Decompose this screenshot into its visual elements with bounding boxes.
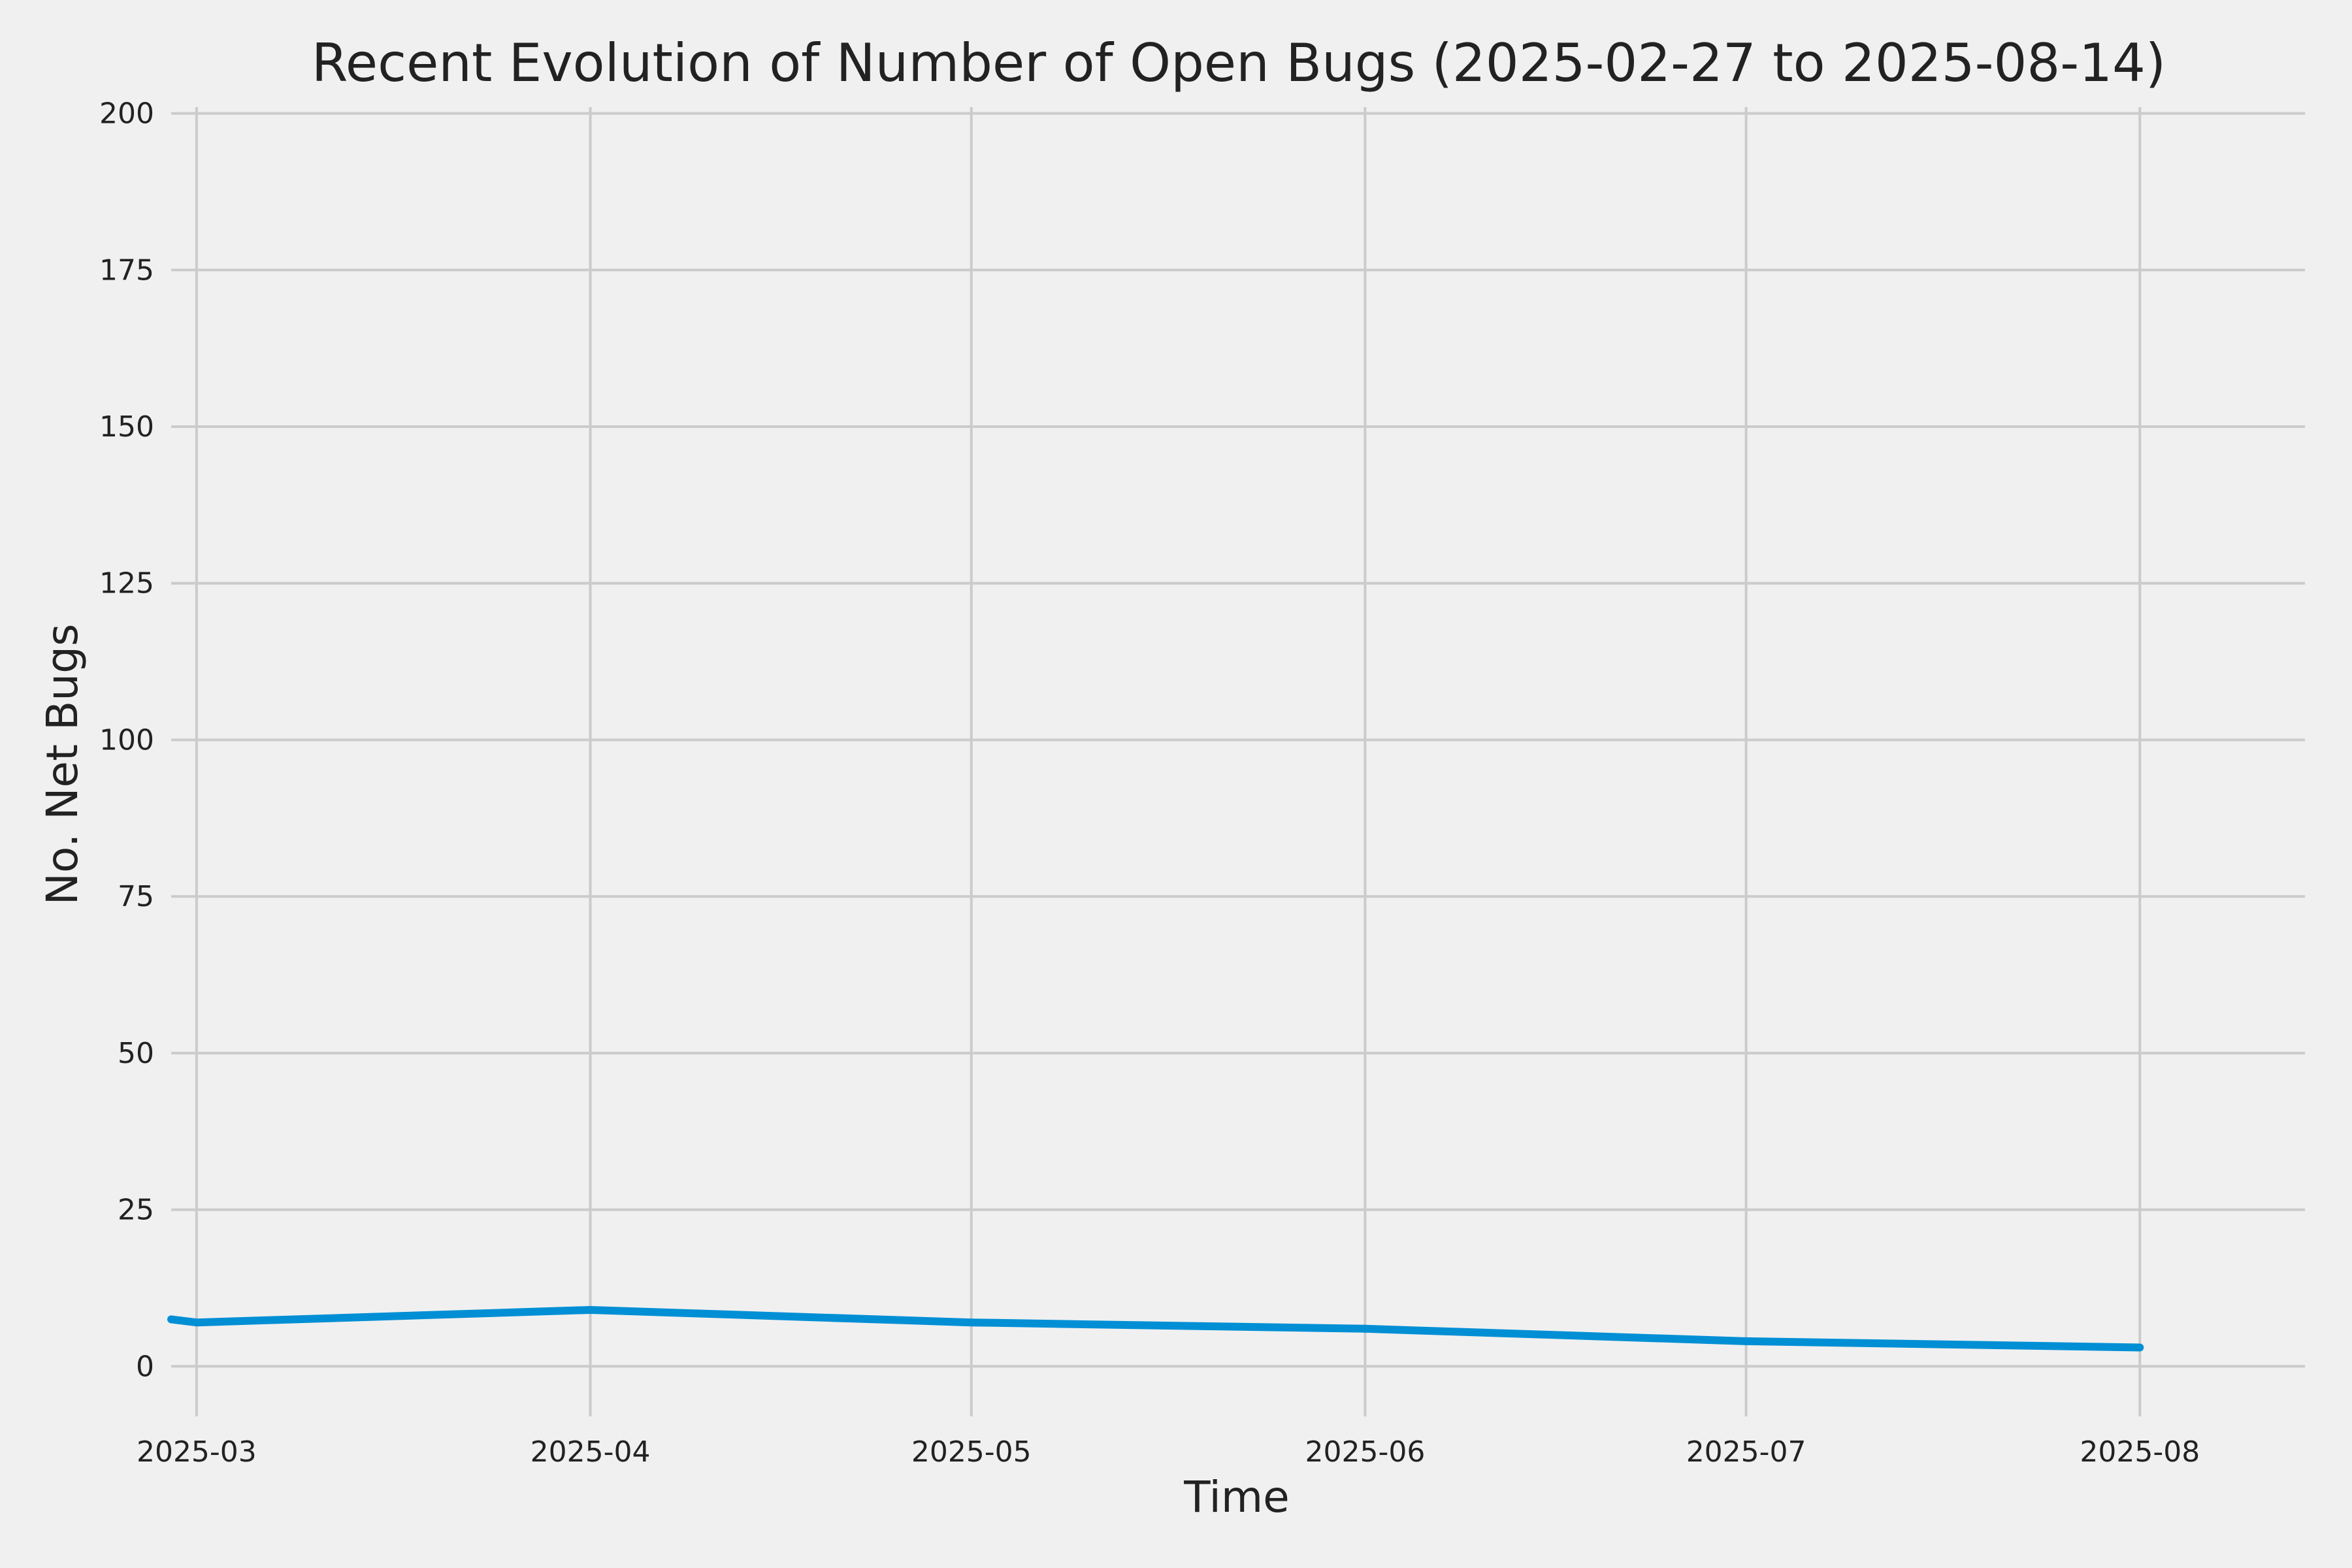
data-point [192, 1318, 201, 1327]
y-tick-label: 175 [99, 253, 154, 287]
y-tick-label: 50 [118, 1037, 154, 1070]
y-tick-label: 200 [99, 97, 154, 131]
y-tick-label: 25 [118, 1194, 154, 1227]
chart-title: Recent Evolution of Number of Open Bugs … [312, 33, 2166, 93]
x-tick-label: 2025-05 [911, 1435, 1032, 1469]
series-layer [167, 1305, 2144, 1352]
x-tick-label: 2025-03 [137, 1435, 257, 1469]
data-point [167, 1315, 175, 1324]
y-tick-label: 75 [118, 880, 154, 913]
x-tick-label: 2025-04 [531, 1435, 651, 1469]
y-tick-label: 150 [99, 410, 154, 444]
x-tick-label: 2025-07 [1686, 1435, 1806, 1469]
x-axis-ticks: 2025-03 2025-04 2025-05 2025-06 2025-07 2025-… [137, 1435, 2200, 1469]
data-point [1361, 1324, 1369, 1333]
y-tick-label: 125 [99, 567, 154, 600]
data-point [1742, 1337, 1750, 1345]
x-tick-label: 2025-06 [1305, 1435, 1425, 1469]
data-point [2136, 1343, 2144, 1352]
x-axis-label: Time [1183, 1472, 1290, 1522]
data-point [967, 1318, 975, 1327]
data-point [586, 1305, 595, 1314]
y-tick-label: 0 [136, 1350, 154, 1383]
x-tick-label: 2025-08 [2080, 1435, 2200, 1469]
y-axis-label: No. Net Bugs [37, 624, 88, 906]
y-axis-ticks: 0 25 50 75 100 125 150 175 200 [99, 97, 154, 1384]
y-tick-label: 100 [99, 723, 154, 757]
grid [171, 107, 2305, 1416]
